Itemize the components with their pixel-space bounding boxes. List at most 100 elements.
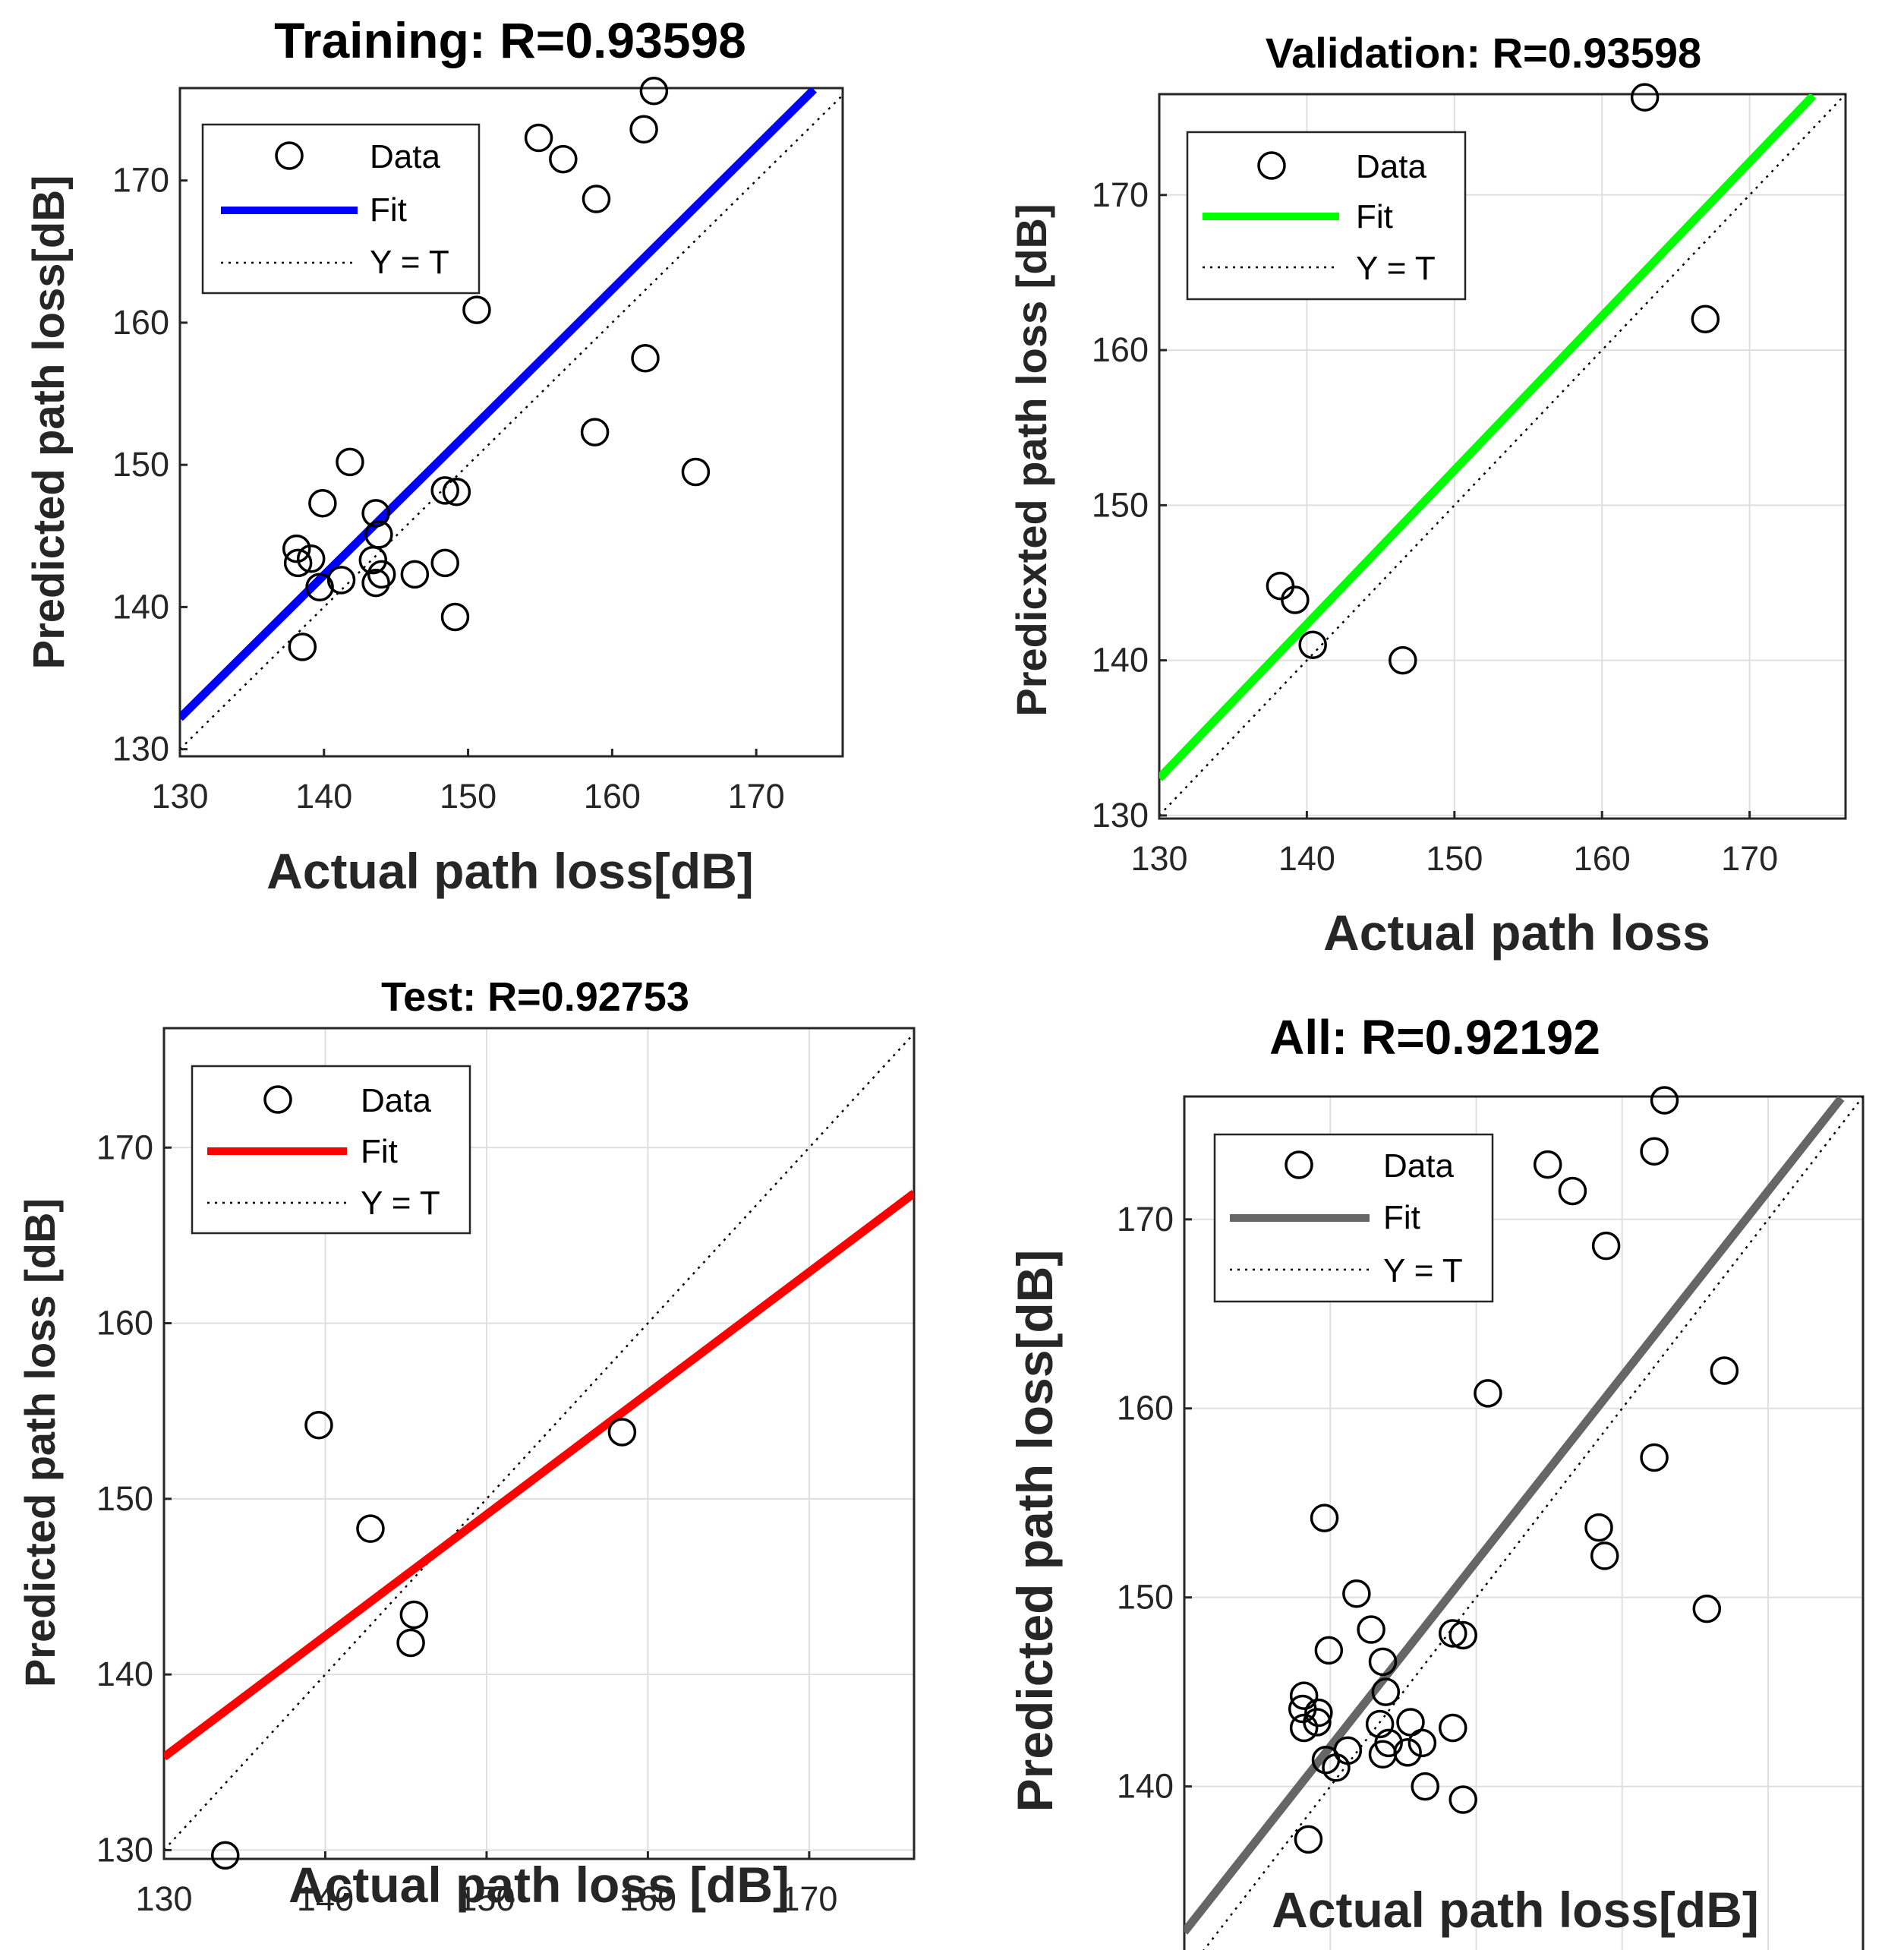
identity-line (1203, 1096, 1863, 1950)
y-tick-label: 140 (112, 587, 169, 626)
legend-fit-label: Fit (1356, 198, 1393, 235)
x-tick-label: 150 (458, 1879, 515, 1918)
data-point (1533, 1150, 1562, 1179)
data-point (367, 560, 396, 589)
y-axis-label: Predicted path loss [dB] (16, 1198, 64, 1687)
data-point (1368, 1647, 1398, 1677)
x-tick-label: 150 (440, 777, 496, 816)
axes-box (1158, 93, 1847, 820)
data-point (361, 499, 390, 528)
y-tick-label: 170 (96, 1128, 153, 1166)
data-point (210, 1841, 240, 1870)
chart-training: Training: R=0.93598 130 140 150 160 170 130 14… (24, 12, 844, 899)
identity-line (164, 1033, 914, 1851)
data-point (1393, 1738, 1422, 1767)
data-point (440, 602, 470, 632)
data-point (1304, 1698, 1333, 1728)
fit-line (1184, 1096, 1845, 1935)
chart-test: Test: R=0.92753 130 140 150 160 170 130 140 150… (16, 974, 916, 1918)
x-tick-label: 170 (780, 1879, 837, 1918)
x-tick-label: 140 (1278, 839, 1335, 878)
data-point (361, 568, 390, 598)
y-tick-label: 150 (1092, 485, 1149, 524)
axes-box (162, 1027, 916, 1860)
chart-validation: Validation: R=0.93598 130 140 150 160 170 130… (1007, 29, 1847, 961)
y-tick-label: 140 (1117, 1767, 1174, 1806)
data-point (1439, 1619, 1467, 1648)
data-point (639, 76, 669, 106)
data-point (430, 476, 459, 505)
data-point (356, 1514, 385, 1543)
data-point (305, 573, 334, 601)
legend: Data Fit Y = T (191, 1065, 471, 1235)
x-tick-label: 140 (297, 1879, 354, 1918)
data-point (430, 548, 459, 578)
x-tick-label: 170 (1721, 839, 1778, 878)
legend: Data Fit Y = T (201, 123, 481, 295)
legend-identity-label: Y = T (1356, 250, 1436, 287)
data-point (296, 544, 326, 573)
legend-identity-label: Y = T (1383, 1252, 1463, 1289)
x-tick-label: 160 (584, 777, 641, 816)
y-tick-label: 160 (1117, 1389, 1174, 1428)
y-tick-label: 170 (1117, 1200, 1174, 1238)
data-point (442, 477, 471, 506)
data-point (1281, 585, 1310, 614)
y-axis-label: Predicted path loss[dB] (1007, 1250, 1063, 1813)
y-axis-label: Predicxted path loss [dB] (1007, 204, 1055, 716)
data-point (1371, 1677, 1401, 1706)
identity-line (1159, 94, 1846, 816)
data-point (549, 144, 578, 174)
y-tick-label: 140 (1092, 641, 1149, 680)
data-point (462, 295, 491, 324)
legend-fit-label: Fit (1383, 1199, 1420, 1236)
legend-data-label: Data (1383, 1147, 1454, 1185)
x-tick-label: 130 (1130, 839, 1187, 878)
y-tick-label: 160 (96, 1304, 153, 1343)
y-tick-label: 130 (1092, 796, 1149, 835)
x-tick-label: 140 (295, 777, 352, 816)
axes-box (1183, 1095, 1865, 1950)
data-point (631, 343, 660, 373)
data-point (1389, 645, 1417, 675)
data-point (1342, 1579, 1371, 1608)
data-point (1310, 1504, 1339, 1532)
data-point (288, 633, 317, 661)
data-point (582, 185, 611, 213)
data-point (400, 560, 430, 589)
legend-data-marker (1257, 151, 1286, 180)
data-point (399, 1600, 429, 1630)
x-tick-label: 170 (728, 777, 785, 816)
chart-title: Validation: R=0.93598 (1266, 29, 1701, 77)
chart-all: All: R=0.92192 1301401501601701301401501… (1007, 1010, 1865, 1950)
y-tick-label: 160 (1092, 330, 1149, 369)
data-point (1357, 1615, 1385, 1644)
data-point (308, 488, 337, 518)
chart-title: All: R=0.92192 (1269, 1010, 1600, 1065)
data-point (607, 1418, 637, 1447)
legend-fit-label: Fit (361, 1133, 398, 1170)
data-point (1591, 1231, 1621, 1261)
x-tick-label: 160 (1574, 839, 1631, 878)
data-point (1590, 1541, 1619, 1570)
legend-data-label: Data (1356, 148, 1426, 185)
chart-title: Training: R=0.93598 (274, 12, 746, 68)
y-tick-label: 160 (112, 303, 169, 342)
data-point (1408, 1728, 1437, 1758)
data-point (1289, 1681, 1319, 1710)
x-axis-label: Actual path loss[dB] (266, 843, 754, 899)
data-point (1322, 1753, 1351, 1782)
x-axis-label: Actual path loss (1323, 904, 1710, 961)
data-point (1294, 1825, 1323, 1854)
data-point (1411, 1772, 1439, 1801)
data-point (1266, 571, 1295, 601)
y-tick-label: 130 (96, 1830, 153, 1869)
data-point (396, 1628, 425, 1658)
y-tick-label: 140 (96, 1655, 153, 1693)
x-tick-label: 160 (619, 1879, 676, 1918)
y-tick-label: 150 (1117, 1578, 1174, 1617)
y-tick-label: 170 (112, 161, 169, 200)
data-point (358, 545, 388, 575)
x-tick-label: 150 (1426, 839, 1483, 878)
data-point (1314, 1636, 1344, 1665)
